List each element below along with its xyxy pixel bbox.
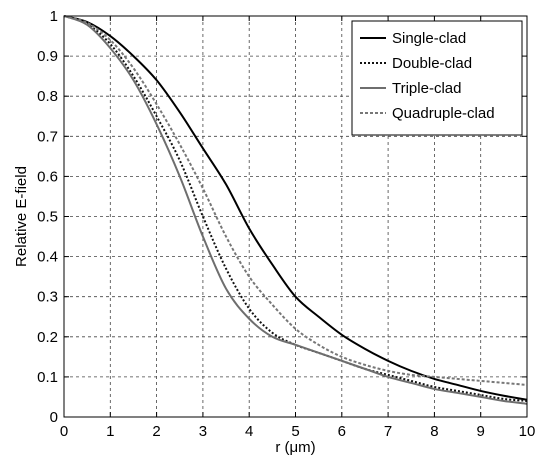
y-tick-label: 0.6 — [37, 168, 58, 185]
y-tick-label: 0 — [50, 409, 58, 426]
series-layer — [63, 15, 528, 405]
y-tick-label: 0.5 — [37, 209, 58, 226]
series-line-single-clad — [63, 15, 528, 401]
x-axis-title: r (μm) — [275, 439, 315, 456]
legend-label: Quadruple-clad — [392, 105, 495, 122]
y-tick-label: 0.2 — [37, 329, 58, 346]
series-line-triple-clad — [63, 15, 528, 405]
x-tick-label: 5 — [291, 423, 299, 440]
y-tick-label: 0.7 — [37, 128, 58, 145]
y-tick-label: 0.8 — [37, 88, 58, 105]
y-tick-label: 0.1 — [37, 369, 58, 386]
x-tick-label: 7 — [384, 423, 392, 440]
legend: Single-clad Double-clad Triple-clad Quadrup… — [351, 20, 523, 136]
x-tick-label: 8 — [430, 423, 438, 440]
tick-labels: 0 1 2 3 4 5 6 7 8 9 10 0 0.1 0.2 0.3 0.4 0.5 0.6 0.7 0.8 0.9… — [37, 8, 535, 440]
x-tick-label: 10 — [519, 423, 536, 440]
x-tick-label: 6 — [338, 423, 346, 440]
x-tick-label: 3 — [199, 423, 207, 440]
x-tick-label: 0 — [60, 423, 68, 440]
y-tick-label: 0.9 — [37, 48, 58, 65]
ticks — [63, 15, 528, 418]
y-tick-label: 1 — [50, 8, 58, 25]
x-tick-label: 2 — [152, 423, 160, 440]
y-tick-label: 0.3 — [37, 289, 58, 306]
series-line-double-clad — [63, 15, 528, 402]
series-line-quadruple-clad — [63, 15, 528, 386]
legend-label: Triple-clad — [392, 80, 461, 97]
legend-label: Double-clad — [392, 55, 472, 72]
legend-label: Single-clad — [392, 30, 466, 47]
x-tick-label: 9 — [477, 423, 485, 440]
y-axis-title: Relative E-field — [13, 166, 30, 267]
legend-box — [351, 20, 523, 136]
y-tick-label: 0.4 — [37, 249, 58, 266]
x-tick-label: 4 — [245, 423, 253, 440]
x-tick-label: 1 — [106, 423, 114, 440]
